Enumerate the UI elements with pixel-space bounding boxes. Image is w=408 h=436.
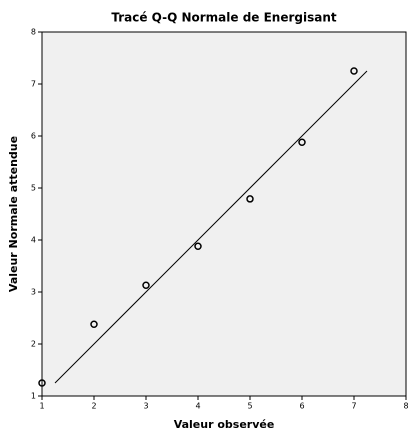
x-tick-label: 4 — [195, 402, 200, 411]
reference-line — [54, 70, 368, 384]
point — [246, 195, 254, 203]
y-axis-label: Valeur Normale attendue — [7, 136, 20, 292]
chart-title: Tracé Q-Q Normale de Energisant — [111, 11, 337, 25]
point — [38, 379, 46, 387]
y-tick-label: 1 — [31, 392, 36, 401]
x-tick-label: 8 — [403, 402, 408, 411]
x-tick-label: 5 — [247, 402, 252, 411]
point — [194, 242, 202, 250]
x-tick-label: 2 — [91, 402, 96, 411]
x-axis-label: Valeur observée — [174, 418, 275, 431]
point — [298, 138, 306, 146]
y-tick-label: 4 — [31, 236, 36, 245]
x-tick-label: 3 — [143, 402, 148, 411]
x-tick-label: 7 — [351, 402, 356, 411]
y-tick-label: 2 — [31, 340, 36, 349]
y-tick-label: 6 — [31, 132, 36, 141]
point — [350, 67, 358, 75]
point — [142, 281, 150, 289]
point — [90, 320, 98, 328]
x-tick-label: 1 — [39, 402, 44, 411]
y-tick-label: 7 — [31, 80, 36, 89]
y-tick-label: 8 — [31, 28, 36, 37]
y-tick-label: 5 — [31, 184, 36, 193]
x-tick-label: 6 — [299, 402, 304, 411]
y-tick-label: 3 — [31, 288, 36, 297]
